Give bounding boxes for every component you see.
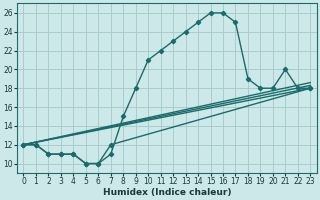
X-axis label: Humidex (Indice chaleur): Humidex (Indice chaleur)	[103, 188, 231, 197]
